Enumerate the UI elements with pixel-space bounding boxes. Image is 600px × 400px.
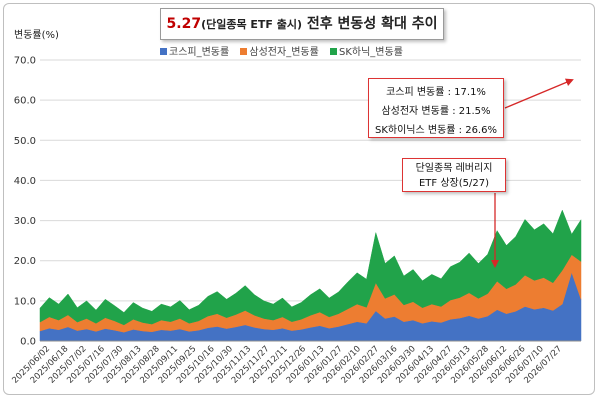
y-tick-label: 0.0 — [20, 337, 36, 348]
y-axis-label: 변동률(%) — [14, 30, 59, 41]
legend-item-samsung: 삼성전자_변동률 — [240, 43, 319, 58]
y-tick-label: 60.0 — [14, 96, 36, 107]
annotation-sk: SK하이닉스 변동률 : 26.6% — [375, 125, 497, 136]
legend-item-kospi: 코스피_변동률 — [160, 43, 229, 58]
legend: 코스피_변동률 삼성전자_변동률 SK하닉_변동률 — [160, 43, 411, 58]
annotation-arrows — [491, 78, 574, 268]
y-tick-labels: 0.0 10.0 20.0 30.0 40.0 50.0 60.0 70.0 — [14, 56, 36, 348]
title-paren: (단일종목 ETF 출시) — [201, 18, 303, 31]
legend-swatch-samsung — [240, 48, 248, 55]
y-tick-label: 50.0 — [14, 136, 36, 147]
arrow-to-peak — [504, 78, 574, 109]
y-tick-label: 70.0 — [14, 56, 36, 67]
y-tick-label: 20.0 — [14, 256, 36, 267]
legend-swatch-sk — [329, 48, 337, 55]
annotation-samsung: 삼성전자 변동률 : 21.5% — [381, 106, 491, 117]
legend-item-sk: SK하닉_변동률 — [329, 43, 403, 58]
area-series-3 — [39, 209, 582, 326]
legend-label-samsung: 삼성전자_변동률 — [249, 47, 319, 58]
annotation-etf-listing: 단일종목 레버리지 ETF 상장(5/27) — [402, 158, 506, 192]
title-rest: 전후 변동성 확대 추이 — [302, 16, 438, 32]
annotation-etf-line2: ETF 상장(5/27) — [418, 178, 490, 189]
series-areas — [39, 209, 582, 342]
y-tick-label: 40.0 — [14, 176, 36, 187]
legend-label-sk: SK하닉_변동률 — [338, 47, 403, 58]
title-highlight: 5.27 — [166, 16, 202, 32]
annotation-etf-line1: 단일종목 레버리지 — [415, 163, 493, 174]
legend-swatch-kospi — [160, 48, 167, 55]
y-tick-label: 10.0 — [14, 296, 36, 307]
legend-label-kospi: 코스피_변동률 — [169, 47, 230, 58]
annotation-kospi: 코스피 변동률 : 17.1% — [386, 87, 486, 98]
y-tick-label: 30.0 — [14, 216, 36, 227]
chart-title: 5.27(단일종목 ETF 출시) 전후 변동성 확대 추이 — [160, 8, 444, 40]
x-tick-labels: 2025/06/022025/06/182025/07/022025/07/16… — [10, 344, 564, 386]
annotation-peak-values: 코스피 변동률 : 17.1% 삼성전자 변동률 : 21.5% SK하이닉스 … — [368, 78, 504, 138]
